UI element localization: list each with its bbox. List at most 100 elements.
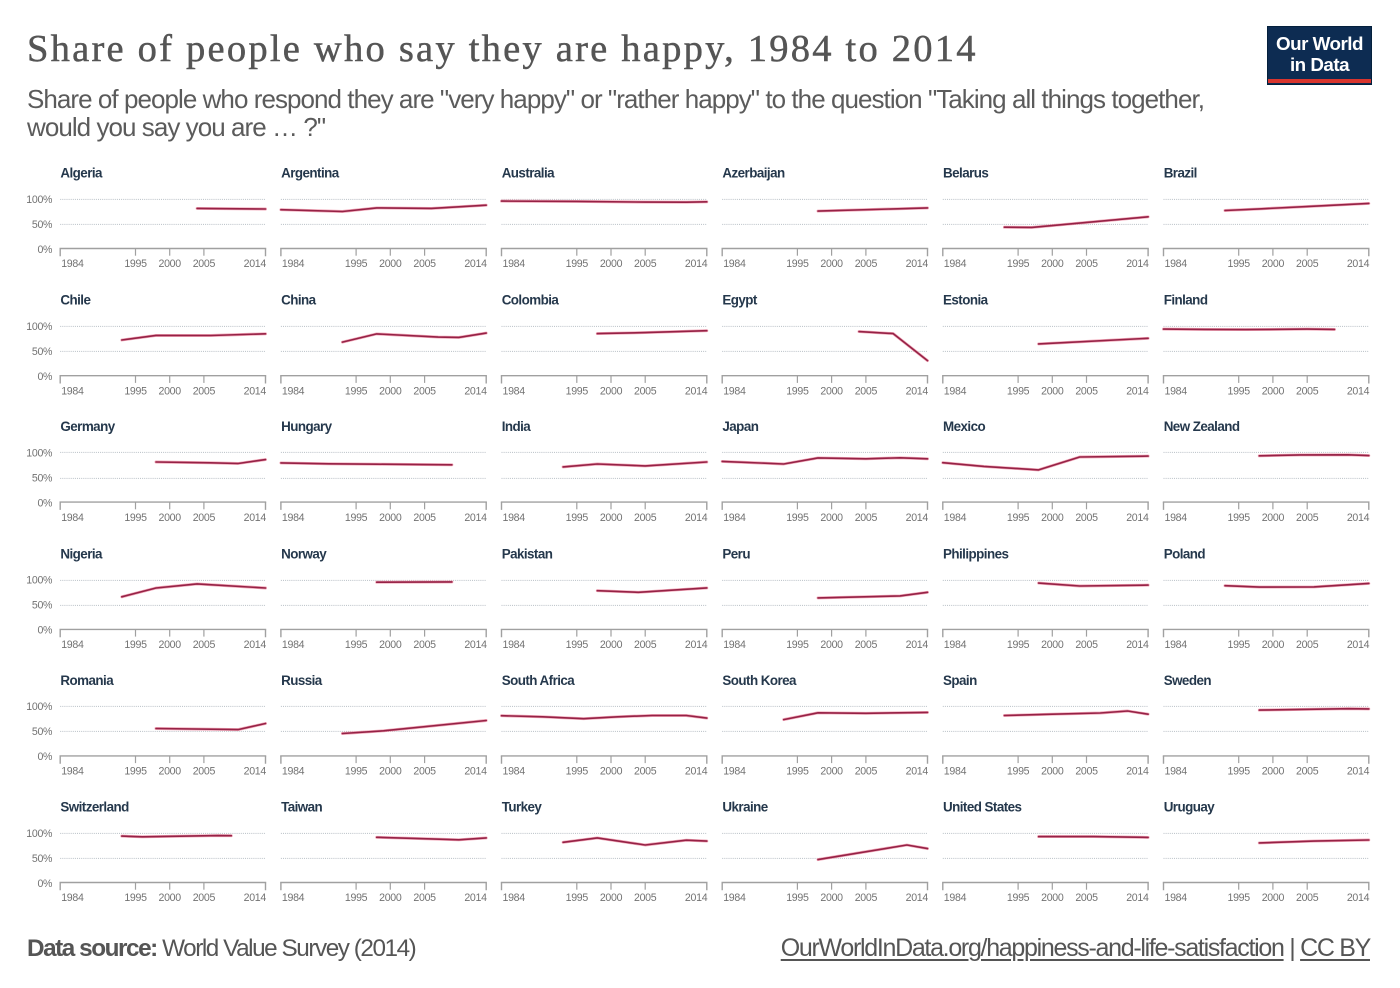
svg-text:2000: 2000 [820,512,843,524]
svg-text:1984: 1984 [282,512,305,524]
svg-text:China: China [281,293,317,308]
svg-text:2005: 2005 [634,766,657,778]
svg-text:1984: 1984 [503,639,526,651]
svg-text:2014: 2014 [1126,385,1149,397]
svg-text:1995: 1995 [566,766,589,778]
svg-text:50%: 50% [32,472,53,484]
svg-text:1995: 1995 [124,639,147,651]
svg-text:2014: 2014 [685,512,708,524]
svg-text:1984: 1984 [61,892,84,904]
svg-text:Estonia: Estonia [943,293,989,308]
svg-text:0%: 0% [37,751,53,763]
svg-text:1995: 1995 [566,258,589,270]
svg-text:1995: 1995 [1007,766,1030,778]
svg-text:2014: 2014 [464,258,487,270]
svg-text:2005: 2005 [1075,512,1098,524]
svg-text:2014: 2014 [244,512,267,524]
svg-text:2014: 2014 [1126,258,1149,270]
svg-text:1995: 1995 [786,766,809,778]
svg-text:1995: 1995 [345,385,368,397]
svg-text:1984: 1984 [61,639,84,651]
svg-text:1995: 1995 [345,512,368,524]
svg-text:2000: 2000 [820,385,843,397]
svg-text:2005: 2005 [634,385,657,397]
svg-text:2014: 2014 [1347,385,1370,397]
svg-text:2014: 2014 [464,385,487,397]
svg-text:Romania: Romania [60,673,114,688]
svg-text:2014: 2014 [1126,766,1149,778]
svg-text:2014: 2014 [464,766,487,778]
svg-text:2014: 2014 [1347,639,1370,651]
svg-text:Poland: Poland [1164,546,1206,561]
svg-text:Mexico: Mexico [943,419,985,434]
svg-text:Nigeria: Nigeria [60,546,103,561]
svg-text:2005: 2005 [1296,766,1319,778]
svg-text:Uruguay: Uruguay [1164,800,1216,815]
svg-text:2005: 2005 [1296,258,1319,270]
svg-text:2014: 2014 [1126,892,1149,904]
svg-text:1984: 1984 [282,766,305,778]
svg-text:Australia: Australia [502,166,555,181]
svg-text:Spain: Spain [943,673,977,688]
svg-text:Hungary: Hungary [281,419,333,434]
svg-text:1984: 1984 [61,385,84,397]
svg-text:1984: 1984 [723,766,746,778]
svg-text:1984: 1984 [503,512,526,524]
svg-text:1984: 1984 [944,892,967,904]
svg-text:2014: 2014 [464,892,487,904]
svg-text:2000: 2000 [159,512,182,524]
svg-text:Azerbaijan: Azerbaijan [722,166,785,181]
svg-text:2005: 2005 [855,512,878,524]
svg-text:2005: 2005 [193,639,216,651]
svg-text:1995: 1995 [1228,512,1251,524]
svg-text:1984: 1984 [282,892,305,904]
svg-text:2005: 2005 [634,639,657,651]
svg-text:2005: 2005 [1075,258,1098,270]
svg-text:2014: 2014 [464,639,487,651]
svg-text:2005: 2005 [855,639,878,651]
svg-text:2000: 2000 [1041,385,1064,397]
svg-text:50%: 50% [32,600,53,612]
svg-text:2014: 2014 [906,766,929,778]
svg-text:2000: 2000 [1262,512,1285,524]
svg-text:2000: 2000 [159,892,182,904]
svg-text:2000: 2000 [159,639,182,651]
svg-text:Taiwan: Taiwan [281,800,322,815]
svg-text:1984: 1984 [1165,639,1188,651]
svg-text:2005: 2005 [193,512,216,524]
svg-text:0%: 0% [37,497,53,509]
svg-text:Switzerland: Switzerland [60,800,129,815]
svg-text:1995: 1995 [786,385,809,397]
svg-text:1984: 1984 [723,512,746,524]
svg-text:2005: 2005 [634,892,657,904]
svg-text:2014: 2014 [244,892,267,904]
svg-text:1984: 1984 [1165,512,1188,524]
svg-text:1995: 1995 [1228,258,1251,270]
svg-text:1995: 1995 [124,766,147,778]
svg-text:2005: 2005 [413,512,436,524]
svg-text:2005: 2005 [413,892,436,904]
svg-text:0%: 0% [37,625,53,637]
svg-text:2014: 2014 [906,512,929,524]
svg-text:2000: 2000 [820,639,843,651]
svg-text:2005: 2005 [855,385,878,397]
svg-text:2000: 2000 [379,892,402,904]
svg-text:1995: 1995 [124,892,147,904]
svg-text:2005: 2005 [855,766,878,778]
svg-text:2014: 2014 [1347,512,1370,524]
svg-text:1984: 1984 [61,258,84,270]
svg-text:50%: 50% [32,346,53,358]
svg-text:2000: 2000 [1262,766,1285,778]
svg-text:1995: 1995 [1007,892,1030,904]
svg-text:2000: 2000 [1262,892,1285,904]
svg-text:Share of people who say they a: Share of people who say they are happy, … [27,28,978,70]
svg-text:2005: 2005 [1075,892,1098,904]
svg-text:2000: 2000 [1041,258,1064,270]
svg-text:2005: 2005 [193,766,216,778]
svg-text:2000: 2000 [820,258,843,270]
svg-text:Algeria: Algeria [60,166,103,181]
svg-text:1995: 1995 [1007,512,1030,524]
svg-text:1984: 1984 [944,766,967,778]
svg-text:Sweden: Sweden [1164,673,1212,688]
svg-text:1995: 1995 [345,892,368,904]
